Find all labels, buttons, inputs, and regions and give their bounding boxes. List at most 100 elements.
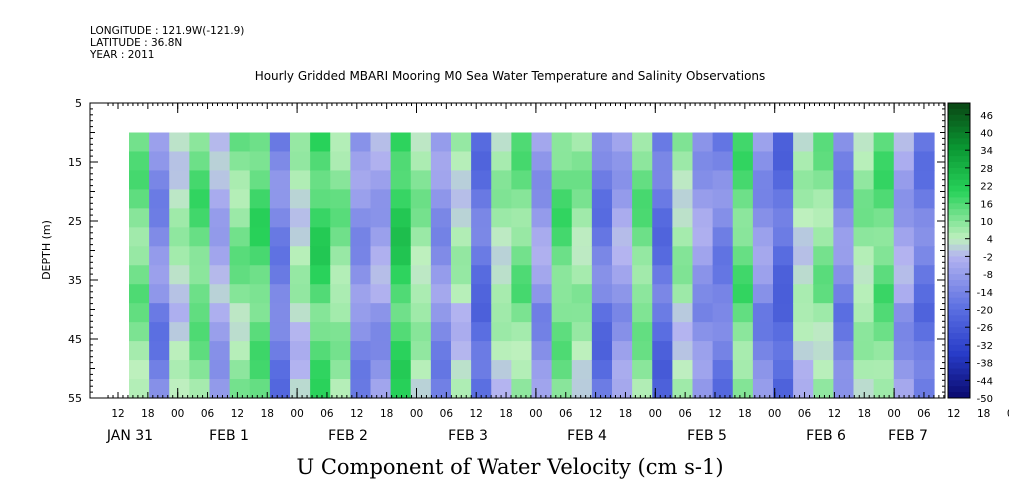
heatmap-cell — [149, 322, 170, 342]
heatmap-cell — [752, 189, 774, 209]
heatmap-cell — [732, 227, 754, 247]
heatmap-cell — [591, 132, 613, 153]
heatmap-cell — [491, 151, 512, 172]
heatmap-cell — [551, 189, 573, 209]
heatmap-cell — [390, 227, 412, 247]
x-tick-label: 00 — [887, 408, 900, 420]
colorbar-swatch — [948, 368, 970, 375]
heatmap-cell — [632, 151, 653, 172]
heatmap-cell — [229, 341, 251, 361]
colorbar-swatch — [948, 226, 970, 234]
heatmap-cell — [712, 341, 734, 361]
heatmap-cell — [511, 189, 533, 209]
heatmap-cell — [813, 303, 834, 323]
heatmap-cell — [853, 227, 875, 247]
x-tick-label: 06 — [559, 408, 573, 420]
x-tick-label: 00 — [1007, 408, 1009, 420]
heatmap-cell — [752, 341, 774, 361]
heatmap-cell — [310, 379, 331, 399]
heatmap-cell — [773, 379, 794, 399]
heatmap-cell — [612, 341, 633, 361]
heatmap-cell — [732, 189, 754, 209]
heatmap-cell — [672, 208, 694, 228]
heatmap-cell — [632, 322, 653, 342]
heatmap-cell — [853, 322, 875, 342]
heatmap-cell — [672, 151, 694, 172]
heatmap-cell — [833, 360, 855, 380]
heatmap-cell — [471, 265, 492, 285]
heatmap-cell — [350, 360, 372, 380]
heatmap-cell — [752, 379, 774, 399]
heatmap-cell — [833, 246, 855, 266]
heatmap-cell — [793, 303, 814, 323]
heatmap-cell — [491, 284, 512, 304]
heatmap-cell — [893, 227, 915, 247]
heatmap-cell — [652, 284, 673, 304]
heatmap-cell — [712, 132, 734, 153]
heatmap-cell — [149, 170, 170, 190]
heatmap-cell — [632, 265, 653, 285]
heatmap-cell — [370, 284, 392, 304]
heatmap-cell — [269, 379, 291, 399]
heatmap-cell — [471, 284, 492, 304]
heatmap-cell — [612, 227, 633, 247]
heatmap-cell — [893, 265, 915, 285]
heatmap-cell — [551, 132, 573, 153]
heatmap-cell — [330, 303, 351, 323]
heatmap-cell — [913, 322, 935, 342]
heatmap-cell — [310, 360, 331, 380]
heatmap-cell — [632, 208, 653, 228]
heatmap-cell — [913, 170, 935, 190]
heatmap-cell — [491, 132, 512, 153]
x-axis: 12 18 00 06 12 18 00 06 12 18 00 06 12 18 00 06 12 18 00 06… — [106, 103, 1009, 444]
heatmap-cell — [632, 303, 653, 323]
heatmap-cell — [511, 265, 533, 285]
heatmap-cell — [732, 360, 754, 380]
heatmap-cell — [612, 170, 633, 190]
heatmap-cell — [350, 379, 372, 399]
heatmap-cell — [471, 360, 492, 380]
x-day-label: FEB 5 — [687, 428, 727, 444]
heatmap-cell — [632, 227, 653, 247]
heatmap-cell — [451, 322, 472, 342]
heatmap-cell — [330, 151, 351, 172]
heatmap-cell — [853, 341, 875, 361]
heatmap-cell — [732, 303, 754, 323]
heatmap-cell — [129, 151, 150, 172]
heatmap-cell — [129, 246, 150, 266]
heatmap-cell — [209, 379, 231, 399]
heatmap-cell — [350, 303, 372, 323]
heatmap-cell — [773, 227, 794, 247]
heatmap-cell — [451, 284, 472, 304]
heatmap-cell — [873, 151, 895, 172]
heatmap-cell — [551, 265, 573, 285]
x-tick-label: 06 — [320, 408, 334, 420]
x-tick-label: 18 — [141, 408, 154, 420]
heatmap-cell — [189, 322, 211, 342]
heatmap-cell — [873, 208, 895, 228]
heatmap-cell — [451, 341, 472, 361]
heatmap-cell — [591, 170, 613, 190]
heatmap-cell — [752, 151, 774, 172]
heatmap-cell — [249, 265, 271, 285]
heatmap-cell — [913, 284, 935, 304]
heatmap-cell — [229, 246, 251, 266]
colorbar: 46 40 34 28 22 16 10 4 -2 -8 -14 -20 -26 -32 -38 -44 -50 — [947, 102, 993, 405]
heatmap-cell — [712, 303, 734, 323]
heatmap-cell — [370, 265, 392, 285]
colorbar-swatch — [948, 280, 970, 287]
x-tick-label: 00 — [649, 408, 662, 420]
heatmap-cell — [229, 284, 251, 304]
heatmap-cell — [169, 151, 190, 172]
heatmap-cell — [551, 151, 573, 172]
heatmap-cell — [591, 341, 613, 361]
heatmap-cell — [813, 284, 834, 304]
heatmap-cell — [189, 341, 211, 361]
heatmap-cell — [471, 227, 492, 247]
heatmap-cell — [913, 341, 935, 361]
heatmap-cell — [350, 208, 372, 228]
heatmap-cell — [813, 265, 834, 285]
heatmap-cell — [732, 379, 754, 399]
heatmap-cell — [149, 265, 170, 285]
heatmap-cell — [571, 265, 593, 285]
